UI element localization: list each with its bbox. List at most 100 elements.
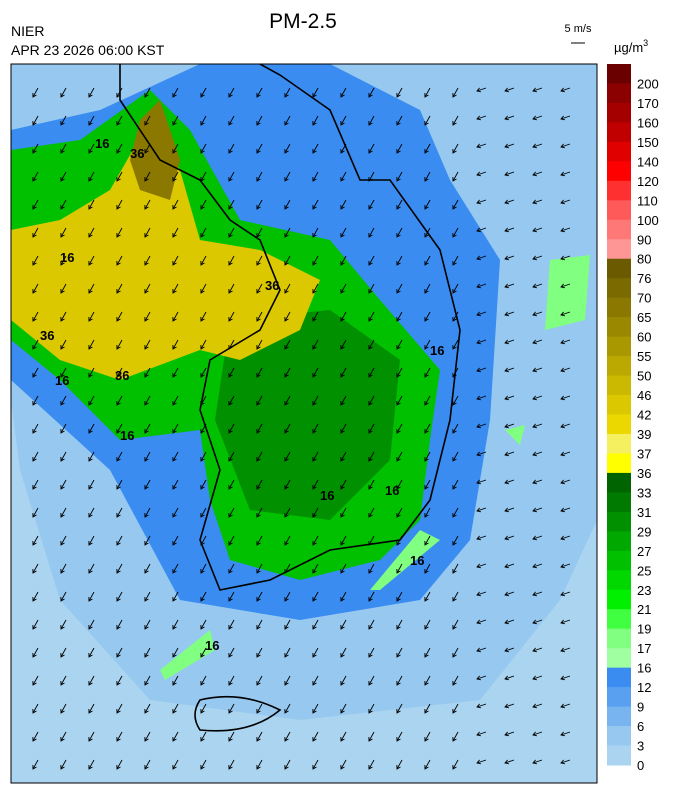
wind-arrow [476, 395, 487, 401]
wind-arrow [144, 87, 151, 98]
wind-arrow [172, 731, 179, 742]
wind-arrow [452, 423, 459, 434]
wind-arrow [200, 115, 207, 126]
wind-arrow [172, 507, 179, 518]
wind-arrow [312, 619, 319, 630]
wind-arrow [172, 703, 179, 714]
wind-arrow [256, 507, 263, 518]
wind-arrow [200, 339, 207, 350]
wind-arrow [560, 759, 571, 765]
wind-arrow [340, 395, 347, 406]
wind-arrow [256, 731, 263, 742]
wind-arrow [88, 143, 95, 154]
wind-arrow [560, 423, 571, 429]
wind-arrow [60, 115, 67, 126]
wind-arrow [532, 227, 543, 233]
contour-labels: 16 36 16 36 36 16 16 36 16 16 16 16 16 [40, 136, 444, 653]
wind-arrow [560, 339, 571, 345]
wind-arrow [284, 423, 291, 434]
wind-arrow [144, 591, 151, 602]
wind-arrow [284, 115, 291, 126]
wind-arrow [424, 227, 431, 238]
wind-arrow [368, 535, 375, 546]
wind-arrow [32, 479, 39, 490]
wind-arrow [560, 255, 571, 261]
wind-arrow [560, 535, 571, 541]
wind-arrow [60, 675, 67, 686]
wind-arrow [452, 339, 459, 350]
wind-arrow [396, 423, 403, 434]
contour-label: 16 [60, 250, 74, 265]
colorbar-swatch [607, 589, 631, 610]
wind-arrow [396, 311, 403, 322]
wind-arrow [228, 731, 235, 742]
wind-arrow [396, 283, 403, 294]
wind-arrow [116, 563, 123, 574]
wind-arrow [312, 283, 319, 294]
wind-arrow [504, 199, 515, 205]
wind-arrow [32, 143, 39, 154]
wind-arrow [228, 675, 235, 686]
wind-arrow [228, 395, 235, 406]
wind-arrow [284, 451, 291, 462]
wind-arrow [228, 759, 235, 770]
wind-arrow [560, 619, 571, 625]
wind-arrow [532, 591, 543, 597]
wind-arrow [228, 367, 235, 378]
wind-arrow [560, 115, 571, 121]
colorbar-swatch [607, 219, 631, 240]
wind-arrow [504, 143, 515, 149]
wind-arrow [452, 395, 459, 406]
colorbar-label: 76 [637, 271, 651, 286]
wind-arrow [312, 759, 319, 770]
wind-arrow [172, 479, 179, 490]
wind-arrow [116, 647, 123, 658]
wind-arrow [116, 759, 123, 770]
wind-arrow [200, 227, 207, 238]
wind-arrow [340, 647, 347, 658]
wind-arrow [504, 311, 515, 317]
wind-arrow [560, 479, 571, 485]
wind-arrow [200, 731, 207, 742]
colorbar-swatch [607, 161, 631, 182]
wind-arrow [172, 647, 179, 658]
wind-arrow [200, 199, 207, 210]
wind-arrow [32, 703, 39, 714]
wind-arrow [256, 759, 263, 770]
colorbar-swatch [607, 122, 631, 143]
wind-arrow [560, 451, 571, 457]
wind-arrow [368, 591, 375, 602]
wind-arrow [284, 283, 291, 294]
wind-arrow [88, 339, 95, 350]
wind-arrow [312, 395, 319, 406]
wind-arrow [396, 115, 403, 126]
colorbar-swatch [607, 472, 631, 493]
wind-arrow [116, 423, 123, 434]
colorbar-label: 33 [637, 485, 651, 500]
wind-arrow [452, 591, 459, 602]
wind-arrow [340, 451, 347, 462]
wind-arrow [424, 675, 431, 686]
wind-arrow [88, 591, 95, 602]
wind-arrow [88, 507, 95, 518]
wind-arrow [396, 143, 403, 154]
wind-arrow [144, 283, 151, 294]
wind-arrow [284, 563, 291, 574]
wind-arrow [284, 227, 291, 238]
wind-arrow [452, 283, 459, 294]
wind-arrow [116, 619, 123, 630]
wind-arrow [144, 255, 151, 266]
wind-arrow [60, 367, 67, 378]
wind-arrow [200, 255, 207, 266]
wind-arrow [116, 255, 123, 266]
wind-arrow [172, 535, 179, 546]
wind-arrow [532, 507, 543, 513]
wind-arrow [476, 731, 487, 737]
wind-arrow [116, 703, 123, 714]
wind-arrow [396, 199, 403, 210]
wind-arrow [256, 619, 263, 630]
colorbar-swatch [607, 648, 631, 669]
wind-arrow [172, 171, 179, 182]
wind-arrow [144, 703, 151, 714]
wind-arrow [532, 339, 543, 345]
